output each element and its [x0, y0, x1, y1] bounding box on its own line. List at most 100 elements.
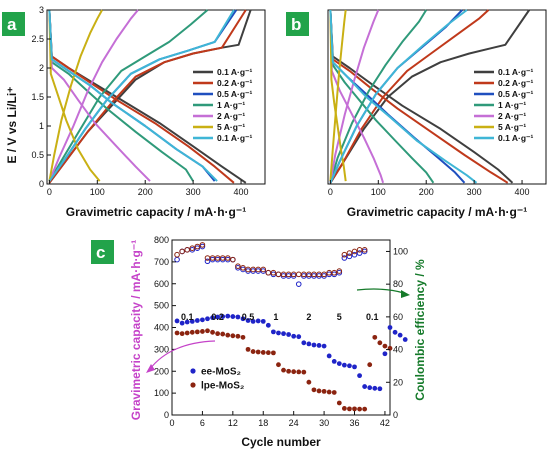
- panel-c-series-3-point: [351, 248, 358, 255]
- panel-c-series-1-point: [326, 389, 332, 395]
- panel-a-ytick-label: 1.5: [31, 92, 44, 102]
- panel-c-xtick-label: 30: [319, 418, 329, 428]
- panel-a-series-4-charge-line: [48, 9, 139, 182]
- panel-c-series-0-point: [316, 343, 322, 348]
- panel-c-series-0-point: [189, 318, 195, 324]
- panel-c-series-3-point: [199, 242, 206, 248]
- panel-c-series-2-point: [346, 253, 353, 260]
- panel-a-ytick-label: 0.5: [31, 150, 44, 160]
- panel-c-series-1-point: [377, 340, 383, 346]
- panel-c-series-0-point: [245, 318, 251, 323]
- panel-b-legend-label-4: 2 A·g⁻¹: [498, 111, 526, 121]
- panel-c-series-2-point: [351, 251, 358, 258]
- panel-c-xtick-label: 0: [169, 418, 174, 428]
- panel-c-series-1-point: [235, 333, 241, 339]
- panel-c-ytick-right-label: 0: [393, 410, 398, 420]
- panel-c-series-1-point: [372, 334, 378, 340]
- panel-c-series-0-point: [336, 361, 342, 366]
- panel-a-xlabel: Gravimetric capacity / mA·h·g⁻¹: [66, 205, 246, 219]
- panel-c-series-0-point: [321, 343, 327, 349]
- panel-c-series-0-point: [276, 330, 281, 336]
- panel-c-series-1-point: [291, 369, 297, 375]
- panel-c-rate-label-0: 0.1: [181, 312, 194, 322]
- panel-c-series-3-point: [361, 247, 368, 253]
- panel-c-rate-label-1: 0.2: [211, 312, 224, 322]
- panel-c-series-0-point: [326, 353, 332, 359]
- panel-c-ytick-right-label: 40: [393, 345, 403, 355]
- panel-c-series-1-point: [316, 388, 322, 394]
- panel-c-xlabel: Cycle number: [241, 435, 321, 449]
- panel-c-series-2-point: [260, 268, 267, 274]
- panel-a-series-6-charge-line: [48, 9, 235, 182]
- panel-c-series-0-point: [352, 364, 357, 370]
- panel-c-series-1-point: [382, 343, 388, 349]
- panel-c-rate-label-5: 5: [337, 312, 342, 322]
- panel-c-letter: c: [96, 243, 105, 262]
- panel-a-series-3-charge-line: [48, 9, 209, 182]
- panel-b-series-1-charge-line: [329, 9, 490, 184]
- panel-a-letter-badge: [2, 12, 25, 36]
- panel-a-plot-frame: [46, 9, 266, 185]
- panel-b-legend-label-2: 0.5 A·g⁻¹: [498, 89, 534, 99]
- panel-c-series-1-point: [260, 350, 266, 355]
- panel-c-series-0-point: [377, 386, 383, 392]
- panel-c-legend-label-1: lpe-MoS₂: [201, 381, 244, 392]
- panel-a-xtick-label: 400: [234, 187, 249, 197]
- panel-c-legend-marker-0: [190, 368, 196, 374]
- panel-c-series-2-point: [341, 255, 348, 261]
- panel-c-series-1-point: [184, 330, 190, 336]
- panel-c-ytick-right-label: 80: [393, 279, 403, 289]
- panel-a-series-5-discharge-line: [48, 9, 101, 182]
- panel-c-series-3-point: [189, 245, 196, 251]
- panel-a-series-3-discharge-line: [48, 9, 194, 182]
- panel-c-series-0-point: [387, 325, 393, 330]
- panel-c-series-0-point: [255, 318, 261, 324]
- panel-c-legend: ee-MoS₂ lpe-MoS₂: [190, 367, 244, 392]
- panel-c-series-1-point: [276, 362, 281, 368]
- panel-c-letter-badge: [91, 240, 114, 264]
- panel-c-ytick-left-label: 200: [154, 366, 169, 376]
- panel-b-legend-label-3: 1 A·g⁻¹: [498, 100, 526, 110]
- panel-c-series-0-point: [179, 320, 185, 326]
- panel-c-series-0-point: [235, 314, 241, 320]
- panel-b-series-5-discharge-line: [329, 9, 347, 182]
- panel-c-series-3-point: [346, 250, 353, 256]
- panel-c-series-1-point: [174, 330, 180, 336]
- panel-c-points-group: [174, 242, 408, 412]
- panel-c-series-1-point: [347, 406, 352, 412]
- panel-c-series-1-point: [200, 329, 205, 334]
- panel-a-series-6-discharge-line: [48, 9, 218, 182]
- capacity-axis-arrowhead: [146, 364, 155, 373]
- panel-c-series-3-point: [224, 255, 231, 261]
- panel-c-xtick-label: 36: [350, 418, 360, 428]
- panel-b-xtick-label: 200: [419, 187, 434, 197]
- panel-b-letter: b: [291, 15, 301, 34]
- panel-c-series-0-point: [270, 329, 276, 335]
- panel-c-series-0-point: [260, 318, 266, 324]
- panel-b-legend-label-5: 5 A·g⁻¹: [498, 122, 526, 132]
- panel-c-series-2-point: [321, 273, 327, 279]
- panel-a-legend-label-3: 1 A·g⁻¹: [217, 100, 245, 110]
- panel-c-xtick-label: 6: [200, 418, 205, 428]
- panel-c-ytick-right-label: 20: [393, 377, 403, 387]
- panel-c-series-1-point: [352, 406, 357, 412]
- panel-c-xtick-label: 12: [228, 418, 238, 428]
- panel-c-series-0-point: [286, 332, 292, 337]
- panel-b-series-3-charge-line: [329, 9, 428, 184]
- panel-a-legend-label-5: 5 A·g⁻¹: [217, 122, 245, 132]
- panel-c-series-1-point: [225, 332, 231, 338]
- panel-c-series-1-point: [250, 349, 256, 354]
- panel-c-rate-label-6: 0.1: [366, 312, 379, 322]
- panel-c-series-0-point: [341, 362, 347, 368]
- efficiency-axis-arrow: [356, 288, 405, 294]
- panel-c-series-0-point: [331, 359, 337, 364]
- panel-c-ytick-left-label: 400: [154, 323, 169, 333]
- panel-c-series-1-point: [301, 369, 307, 375]
- panel-c-series-3-point: [179, 248, 185, 255]
- panel-c-series-0-point: [220, 314, 226, 319]
- panel-c-series-0-point: [301, 340, 307, 346]
- panel-c-series-1-point: [230, 333, 236, 339]
- panel-c-series-0-point: [174, 318, 180, 324]
- panel-c-series-0-point: [205, 316, 210, 322]
- panel-c-series-1-point: [321, 388, 327, 394]
